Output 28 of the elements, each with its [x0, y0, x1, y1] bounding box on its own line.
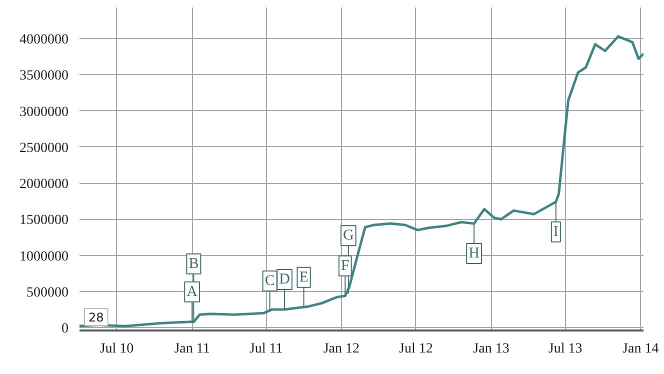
- x-tick-label: Jan 12: [323, 342, 360, 356]
- x-tick-label: Jul 13: [548, 342, 582, 356]
- y-tick-label: 500000: [26, 285, 68, 300]
- y-tick-label: 3000000: [20, 104, 68, 120]
- y-tick-label: 1000000: [20, 249, 68, 264]
- annotation: G: [342, 228, 354, 244]
- x-tick-label: Jul 12: [399, 342, 433, 356]
- annotation: I: [553, 224, 558, 240]
- x-tick-label: Jan 13: [473, 342, 510, 356]
- annotation: H: [468, 246, 480, 262]
- annotation: B: [188, 256, 199, 272]
- x-tick-label: Jan 11: [174, 342, 210, 356]
- y-tick-label: 2500000: [20, 140, 68, 156]
- x-tick-label: Jan 14: [622, 342, 659, 356]
- annotation: C: [264, 272, 275, 289]
- y-tick-label: 3500000: [20, 68, 68, 84]
- annotation: 28: [88, 310, 104, 324]
- x-tick-label: Jul 10: [100, 342, 134, 356]
- y-tick-label: 1500000: [20, 213, 68, 228]
- annotation: D: [279, 272, 290, 288]
- annotation: A: [186, 284, 198, 300]
- line-series: [80, 35, 644, 328]
- annotation: F: [340, 258, 350, 274]
- y-tick-label: 4000000: [20, 32, 68, 48]
- y-tick-label: 2000000: [20, 177, 68, 192]
- x-tick-label: Jul 11: [249, 342, 283, 356]
- annotation: E: [299, 269, 308, 286]
- y-tick-label: 0: [62, 322, 68, 337]
